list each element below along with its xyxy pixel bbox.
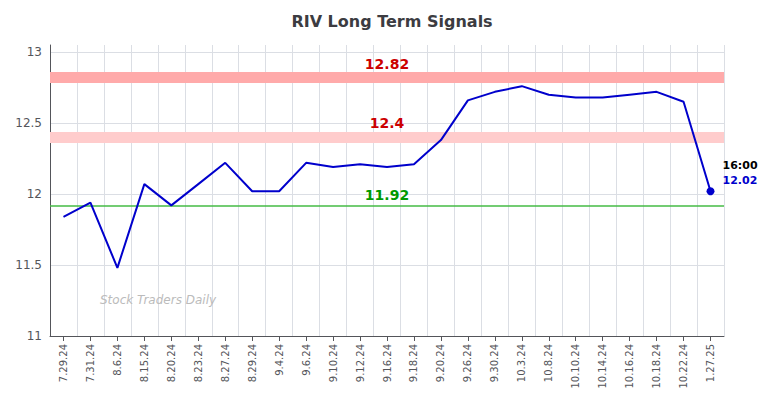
svg-text:16:00: 16:00 <box>723 159 758 172</box>
svg-text:8.29.24: 8.29.24 <box>247 344 258 382</box>
svg-text:Stock Traders Daily: Stock Traders Daily <box>100 293 217 307</box>
svg-text:1.27.25: 1.27.25 <box>705 344 716 382</box>
svg-text:9.30.24: 9.30.24 <box>489 344 500 382</box>
svg-text:9.4.24: 9.4.24 <box>274 344 285 376</box>
svg-text:9.20.24: 9.20.24 <box>435 344 446 382</box>
svg-text:11.5: 11.5 <box>15 258 42 272</box>
svg-text:11: 11 <box>27 329 42 343</box>
svg-text:8.6.24: 8.6.24 <box>112 344 123 376</box>
svg-text:12.02: 12.02 <box>723 174 758 187</box>
svg-text:RIV Long Term Signals: RIV Long Term Signals <box>291 12 492 31</box>
svg-text:8.15.24: 8.15.24 <box>139 344 150 382</box>
svg-text:9.26.24: 9.26.24 <box>462 344 473 382</box>
svg-text:10.18.24: 10.18.24 <box>651 344 662 389</box>
svg-text:8.23.24: 8.23.24 <box>193 344 204 382</box>
svg-text:9.16.24: 9.16.24 <box>382 344 393 382</box>
svg-text:9.12.24: 9.12.24 <box>355 344 366 382</box>
svg-text:10.3.24: 10.3.24 <box>516 344 527 382</box>
svg-text:12.82: 12.82 <box>365 56 409 72</box>
svg-text:7.29.24: 7.29.24 <box>58 344 69 382</box>
svg-text:12: 12 <box>27 187 42 201</box>
svg-text:7.31.24: 7.31.24 <box>85 344 96 382</box>
svg-text:12.5: 12.5 <box>15 116 42 130</box>
svg-text:8.27.24: 8.27.24 <box>220 344 231 382</box>
svg-text:12.4: 12.4 <box>370 115 405 131</box>
svg-text:9.18.24: 9.18.24 <box>408 344 419 382</box>
svg-text:9.10.24: 9.10.24 <box>328 344 339 382</box>
svg-text:10.10.24: 10.10.24 <box>570 344 581 389</box>
svg-text:10.16.24: 10.16.24 <box>624 344 635 389</box>
svg-text:13: 13 <box>27 45 42 59</box>
svg-text:10.22.24: 10.22.24 <box>678 344 689 389</box>
svg-text:9.6.24: 9.6.24 <box>301 344 312 376</box>
svg-text:10.14.24: 10.14.24 <box>597 344 608 389</box>
svg-text:8.20.24: 8.20.24 <box>166 344 177 382</box>
svg-text:10.8.24: 10.8.24 <box>543 344 554 382</box>
svg-text:11.92: 11.92 <box>365 187 409 203</box>
